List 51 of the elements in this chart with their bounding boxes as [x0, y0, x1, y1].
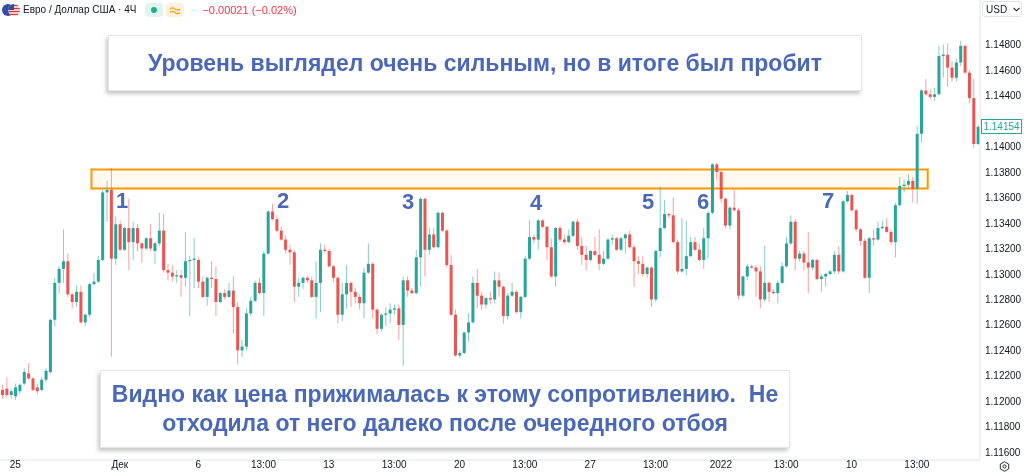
annotation: 3: [401, 189, 415, 214]
annotation: 4: [529, 190, 543, 215]
x-tick-label: 13:00: [773, 459, 800, 471]
y-tick-label: 1.12800: [985, 294, 1022, 305]
y-tick-label: 1.11600: [985, 446, 1021, 458]
x-tick-label: 13:00: [904, 459, 930, 471]
annotation: 2: [276, 188, 290, 213]
x-tick-label: 20: [453, 459, 466, 471]
candlestick: [510, 282, 514, 298]
annotation: Видно как цена прижималась к этому сопротивлению. Не отходила от него далеко после очередного отбоя: [110, 380, 780, 438]
y-tick-label: 1.13200: [985, 243, 1022, 255]
y-tick-label: 1.14400: [985, 90, 1022, 102]
x-tick-label: 25: [9, 459, 22, 471]
candlestick: [610, 233, 614, 246]
candlestick: [924, 78, 928, 97]
annotation: Уровень выглядел очень сильным, но в итоге был пробит: [147, 48, 823, 78]
y-tick-label: 1.13400: [985, 217, 1022, 229]
y-tick-label: 1.13600: [985, 192, 1022, 204]
annotation: 1.14154: [983, 120, 1020, 132]
chart-title: Евро / Доллар США · 4Ч: [23, 4, 137, 15]
annotation: 7: [821, 188, 835, 213]
annotation: 6: [696, 189, 710, 214]
x-tick-label: 6: [195, 459, 202, 471]
y-tick-label: 1.14000: [985, 141, 1022, 153]
x-tick-label: 27: [584, 459, 597, 471]
y-tick-label: 1.14600: [985, 64, 1022, 76]
y-tick-label: 1.11800: [985, 421, 1021, 433]
x-tick-label: 13: [323, 459, 335, 471]
x-tick-label: 2022: [709, 459, 733, 471]
y-tick-label: 1.12200: [985, 370, 1022, 382]
y-tick-label: 1.12000: [985, 395, 1022, 407]
y-tick-label: 1.12600: [985, 319, 1022, 331]
candlestick: [166, 263, 170, 281]
x-tick-label: 10: [845, 459, 858, 471]
annotation: 1: [115, 188, 129, 213]
y-tick-label: 1.13000: [985, 268, 1022, 280]
candlestick: [532, 233, 536, 244]
y-tick-label: 1.13800: [985, 166, 1022, 178]
candlestick: [301, 276, 305, 290]
x-tick-label: 13:00: [643, 459, 669, 471]
y-axis-title: USD: [986, 3, 1008, 15]
x-tick-label: 13:00: [512, 459, 538, 471]
x-tick-label: 13:00: [381, 459, 408, 471]
x-tick-label: Дек: [111, 459, 129, 471]
x-tick-label: 13:00: [251, 459, 277, 471]
chart-subtitle: −0.00021 (−0.02%): [202, 3, 297, 16]
y-tick-label: 1.12400: [985, 344, 1022, 356]
candlestick: [645, 265, 649, 279]
annotation: 5: [641, 189, 655, 214]
y-tick-label: 1.14800: [985, 39, 1022, 51]
candlestick: [227, 282, 231, 299]
